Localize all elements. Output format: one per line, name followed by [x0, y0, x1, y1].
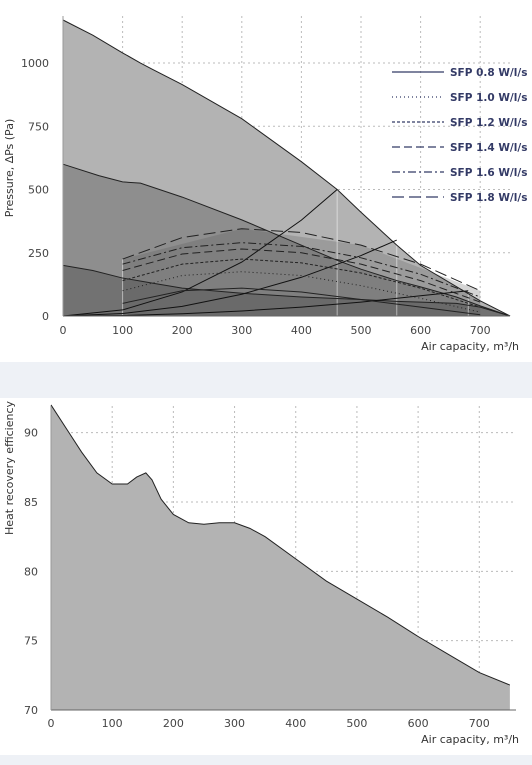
system-curve	[62, 189, 338, 317]
legend-label: SFP 1.6 W/l/s	[450, 167, 527, 179]
fan-curve-line	[62, 163, 511, 317]
pressure-chart: 0 100 200 300 400 500 600 700 0 250 500 750 1000 Air …	[3, 16, 527, 353]
efficiency-area	[51, 404, 510, 710]
system-curve	[62, 239, 397, 317]
fan-curve-line	[62, 19, 511, 317]
sfp-curve	[122, 248, 481, 303]
x-tick-label: 600	[408, 717, 429, 730]
x-tick-label: 500	[351, 324, 372, 337]
y-tick-label: 250	[28, 247, 49, 260]
efficiency-chart-panel: 0 100 200 300 400 500 600 700 70 75 80 85 90 Air capa…	[0, 398, 532, 755]
x-tick-label: 200	[163, 717, 184, 730]
x-axis-label: Air capacity, m³/h	[421, 340, 519, 353]
efficiency-line	[50, 404, 511, 686]
x-tick-label: 300	[231, 324, 252, 337]
x-tick-label: 0	[48, 717, 55, 730]
y-tick-label: 1000	[21, 57, 49, 70]
y-tick-label: 90	[24, 427, 38, 440]
x-tick-label: 400	[291, 324, 312, 337]
fan-curve-line	[62, 264, 511, 317]
y-tick-label: 75	[24, 635, 38, 648]
y-tick-label: 70	[24, 704, 38, 717]
x-tick-label: 600	[410, 324, 431, 337]
y-tick-label: 750	[28, 120, 49, 133]
sfp-curve	[122, 228, 481, 292]
pressure-chart-panel: 0 100 200 300 400 500 600 700 0 250 500 750 1000 Air …	[0, 0, 532, 362]
efficiency-chart: 0 100 200 300 400 500 600 700 70 75 80 85 90 Air capa…	[3, 401, 519, 746]
legend-label: SFP 1.2 W/l/s	[450, 117, 527, 129]
x-tick-label: 700	[470, 324, 491, 337]
sfp-curve	[122, 287, 481, 316]
x-tick-label: 100	[102, 717, 123, 730]
y-axis-label: Pressure, ∆Ps (Pa)	[3, 119, 16, 217]
y-tick-label: 85	[24, 496, 38, 509]
y-tick-label: 80	[24, 565, 38, 578]
legend-label: SFP 1.8 W/l/s	[450, 192, 527, 204]
y-tick-label: 500	[28, 184, 49, 197]
working-area	[122, 228, 481, 316]
x-tick-label: 300	[224, 717, 245, 730]
legend-label: SFP 0.8 W/l/s	[450, 67, 527, 79]
legend-label: SFP 1.0 W/l/s	[450, 92, 527, 104]
x-tick-label: 0	[60, 324, 67, 337]
x-axis-label: Air capacity, m³/h	[421, 733, 519, 746]
fan-curve-area	[63, 265, 510, 316]
sfp-curve	[122, 242, 481, 298]
sfp-curve	[122, 271, 481, 313]
x-tick-label: 200	[172, 324, 193, 337]
y-axis-label: Heat recovery efficiency	[3, 401, 16, 536]
y-tick-label: 0	[42, 310, 49, 323]
x-tick-label: 500	[346, 717, 367, 730]
fan-curve-area	[63, 164, 510, 316]
system-curve	[62, 290, 469, 317]
x-tick-label: 700	[469, 717, 490, 730]
x-tick-label: 100	[112, 324, 133, 337]
x-tick-label: 400	[285, 717, 306, 730]
legend: SFP 0.8 W/l/s SFP 1.0 W/l/s SFP 1.2 W/l/s S…	[392, 67, 527, 204]
legend-label: SFP 1.4 W/l/s	[450, 142, 527, 154]
sfp-curve	[122, 258, 481, 308]
